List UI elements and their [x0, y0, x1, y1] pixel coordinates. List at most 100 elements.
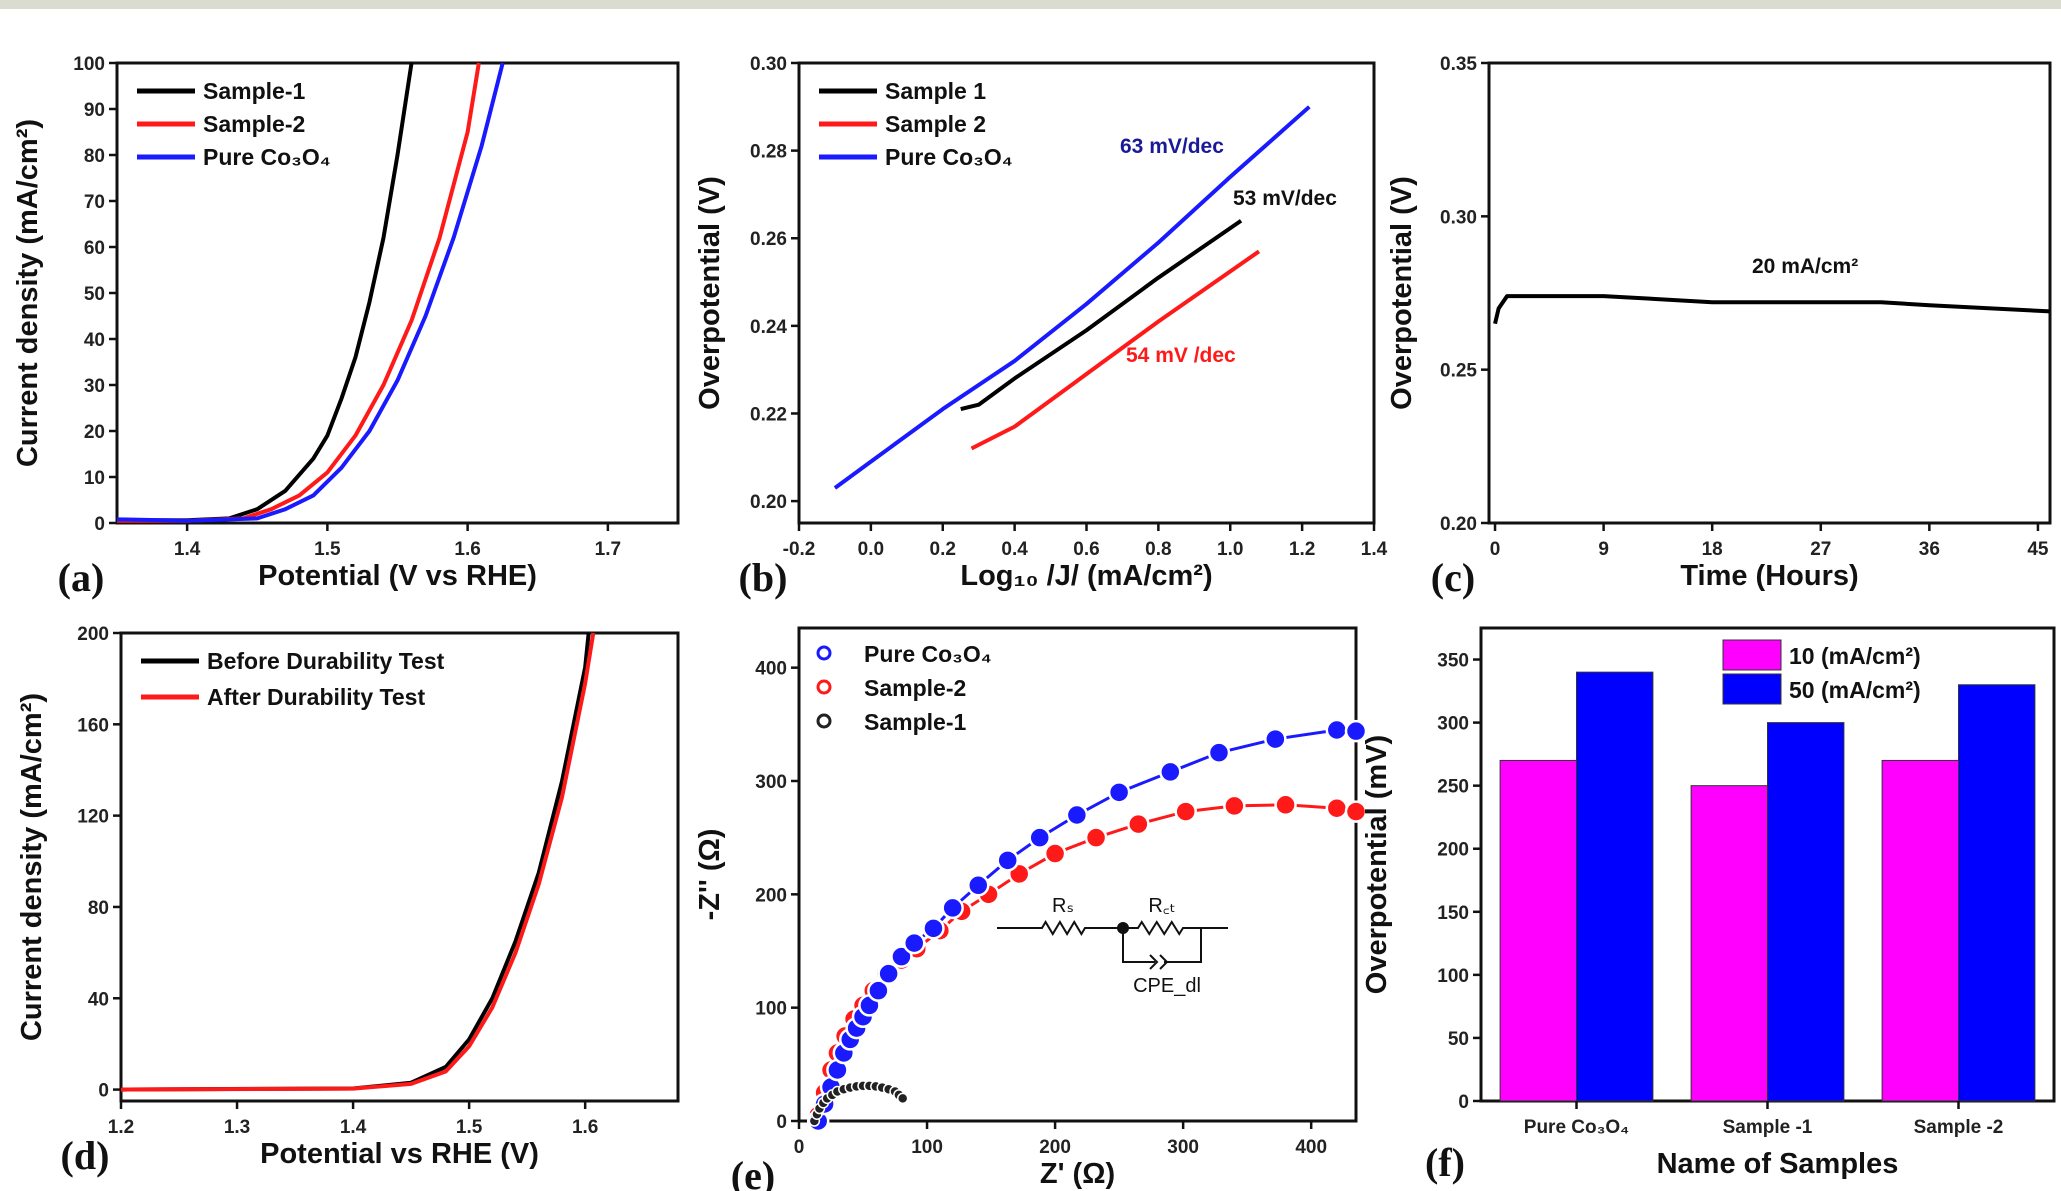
x-tick-label: 200 — [1039, 1137, 1071, 1158]
y-tick-label: 40 — [84, 330, 105, 351]
circuit-node — [1117, 922, 1129, 934]
x-tick-label: -0.2 — [783, 539, 816, 560]
x-tick-label: 1.4 — [340, 1117, 367, 1138]
y-axis-label: Current density (mA/cm²) — [12, 119, 44, 467]
y-axis-label: Overpotential (V) — [1386, 176, 1418, 410]
data-point — [1159, 760, 1182, 784]
x-axis-label: Potential (V vs RHE) — [258, 560, 537, 592]
data-point — [896, 1092, 909, 1105]
y-tick-label: 150 — [1437, 903, 1469, 924]
y-axis-label: Overpotential (mV) — [1361, 735, 1393, 994]
panel-a: 0 10 20 30 40 50 60 70 80 90 100 1.4 1.5 1.6 1.7 Potent… — [12, 54, 680, 600]
x-tick-label: 1.4 — [1361, 539, 1388, 560]
y-tick-label: 0 — [94, 514, 105, 535]
y-tick-label: 0 — [98, 1081, 109, 1102]
bar-10-ma — [1690, 785, 1768, 1102]
y-tick-label: 0.20 — [1440, 514, 1477, 535]
series-line-data — [1493, 294, 2051, 325]
rct-label: R꜀ₜ — [1148, 895, 1175, 917]
panel-letter: (c) — [1431, 555, 1475, 600]
panel-letter: (d) — [61, 1133, 110, 1178]
x-tick-label: Sample -1 — [1723, 1117, 1813, 1138]
data-point — [1344, 800, 1368, 823]
y-tick-label: 40 — [88, 989, 109, 1010]
panel-c: 0.20 0.25 0.30 0.35 0 9 18 27 36 45 Time (Hours) Ov… — [1386, 54, 2052, 600]
bar-10-ma — [1881, 759, 1959, 1102]
y-axis-label: -Z'' (Ω) — [694, 829, 726, 921]
legend-label: Sample 2 — [885, 111, 986, 137]
x-tick-label: Pure Co₃O₄ — [1524, 1117, 1629, 1138]
data-point — [1127, 812, 1150, 836]
x-tick-label: 45 — [2027, 539, 2049, 560]
y-tick-label: 160 — [77, 715, 109, 736]
data-point — [922, 917, 945, 940]
data-point — [902, 931, 926, 955]
legend-marker — [816, 713, 832, 729]
x-tick-label: 400 — [1295, 1137, 1327, 1158]
y-tick-label: 0.35 — [1440, 54, 1477, 75]
y-tick-label: 90 — [84, 100, 105, 121]
slope-annotation: 53 mV/dec — [1233, 187, 1337, 210]
y-tick-label: 0.26 — [750, 229, 787, 250]
legend-label: Sample 1 — [885, 78, 986, 104]
y-tick-label: 60 — [84, 238, 105, 259]
data-point — [1028, 826, 1051, 849]
x-axis-label: Name of Samples — [1657, 1148, 1899, 1180]
panel-letter: (a) — [58, 555, 105, 600]
data-point — [867, 979, 890, 1002]
data-point — [967, 874, 990, 897]
y-tick-label: 0.25 — [1440, 361, 1477, 382]
y-tick-label: 0.24 — [750, 317, 787, 338]
legend-label: Pure Co₃O₄ — [864, 641, 992, 667]
data-point — [1084, 826, 1108, 849]
x-tick-label: 27 — [1810, 539, 1831, 560]
panel-letter: (e) — [731, 1153, 775, 1191]
y-tick-label: 30 — [84, 376, 105, 397]
y-tick-label: 80 — [88, 898, 109, 919]
series-line-sample-2 — [970, 249, 1261, 451]
legend-label: Sample-2 — [203, 111, 305, 137]
y-tick-label: 100 — [1437, 966, 1469, 987]
series-line-pure-co-o- — [833, 105, 1311, 490]
legend-label: Sample-1 — [203, 78, 305, 104]
y-axis-label: Current density (mA/cm²) — [16, 693, 48, 1041]
data-point — [1325, 718, 1349, 742]
x-axis-label: Potential vs RHE (V) — [260, 1138, 539, 1170]
equivalent-circuit-inset — [997, 920, 1228, 970]
x-tick-label: 0 — [1490, 539, 1501, 560]
x-tick-label: 0.6 — [1073, 539, 1099, 560]
panel-d: 0 40 80 120 160 200 1.2 1.3 1.4 1.5 1.6 Potential v… — [16, 624, 680, 1178]
legend-label: Sample-2 — [864, 675, 966, 701]
cpe-label: CPE_dl — [1133, 975, 1201, 997]
y-tick-label: 80 — [84, 146, 105, 167]
legend-marker — [816, 645, 832, 661]
x-tick-label: 9 — [1598, 539, 1609, 560]
data-point — [1065, 803, 1089, 827]
top-border-strip — [0, 0, 2061, 9]
x-tick-label: 1.4 — [174, 539, 201, 560]
bar-50-ma — [1576, 671, 1654, 1102]
data-point — [1207, 741, 1231, 764]
legend-swatch — [1722, 639, 1782, 671]
slope-annotation: 63 mV/dec — [1120, 135, 1224, 158]
plot-frame — [119, 631, 680, 1103]
panel-b: 0.20 0.22 0.24 0.26 0.28 0.30 -0.2 0.0 0.2 0.4 0.6… — [694, 54, 1388, 600]
y-tick-label: 0 — [776, 1112, 787, 1133]
legend-label: 10 (mA/cm²) — [1789, 643, 1921, 669]
data-point — [1264, 727, 1287, 751]
y-tick-label: 100 — [73, 54, 105, 75]
legend-swatch — [1722, 673, 1782, 705]
data-point — [996, 849, 1019, 872]
y-tick-label: 70 — [84, 192, 105, 213]
x-tick-label: 18 — [1702, 539, 1723, 560]
y-tick-label: 300 — [1437, 714, 1469, 735]
x-axis-label: Time (Hours) — [1680, 560, 1858, 592]
y-tick-label: 100 — [755, 999, 787, 1020]
x-tick-label: 1.2 — [108, 1117, 134, 1138]
legend-label: Before Durability Test — [207, 648, 445, 674]
x-axis-label: Log₁₀ /J/ (mA/cm²) — [960, 560, 1212, 592]
x-tick-label: 1.6 — [572, 1117, 598, 1138]
y-tick-label: 10 — [84, 468, 105, 489]
data-point — [877, 962, 900, 985]
cpe-element — [1122, 928, 1202, 970]
